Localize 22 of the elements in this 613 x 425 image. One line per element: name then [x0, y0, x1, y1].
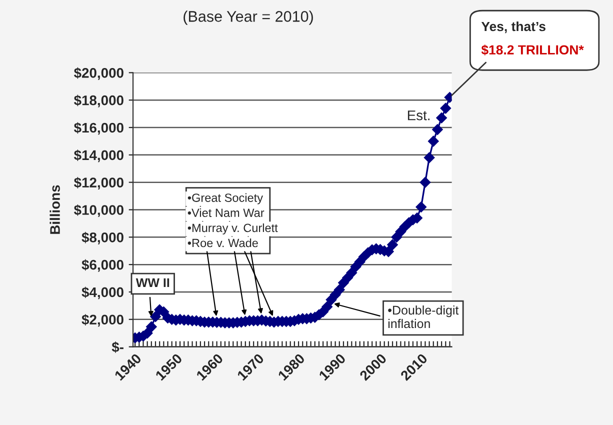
annotation: •Roe v. Wade	[188, 238, 258, 248]
y-tick-label: $4,000	[82, 286, 124, 300]
annotation: Est.	[408, 110, 430, 120]
text: Yes, that’s	[481, 21, 546, 34]
y-tick-label: $14,000	[74, 150, 124, 162]
y-tick-label: $-	[112, 342, 124, 353]
y-tick-label: $12,000	[74, 177, 124, 190]
y-tick-label: $16,000	[74, 122, 124, 135]
y-tick-label: $6,000	[82, 259, 124, 272]
y-tick-label: $10,000	[74, 204, 124, 217]
y-axis-title: Billions	[50, 185, 60, 234]
annotation: WW II	[136, 278, 170, 287]
annotation: •Double-digit inflation	[388, 305, 459, 328]
y-tick-label: $2,000	[82, 314, 124, 327]
chart-title: (Base Year = 2010)	[184, 10, 313, 25]
y-tick-label: $8,000	[82, 232, 124, 244]
annotation: •Murray v. Curlett	[188, 223, 278, 234]
annotation: •Viet Nam War	[188, 208, 264, 218]
annotation: •Great Society	[188, 193, 264, 204]
y-tick-label: $20,000	[74, 67, 124, 80]
y-tick-label: $18,000	[74, 94, 124, 108]
annotation: $18.2 TRILLION*	[481, 44, 584, 56]
